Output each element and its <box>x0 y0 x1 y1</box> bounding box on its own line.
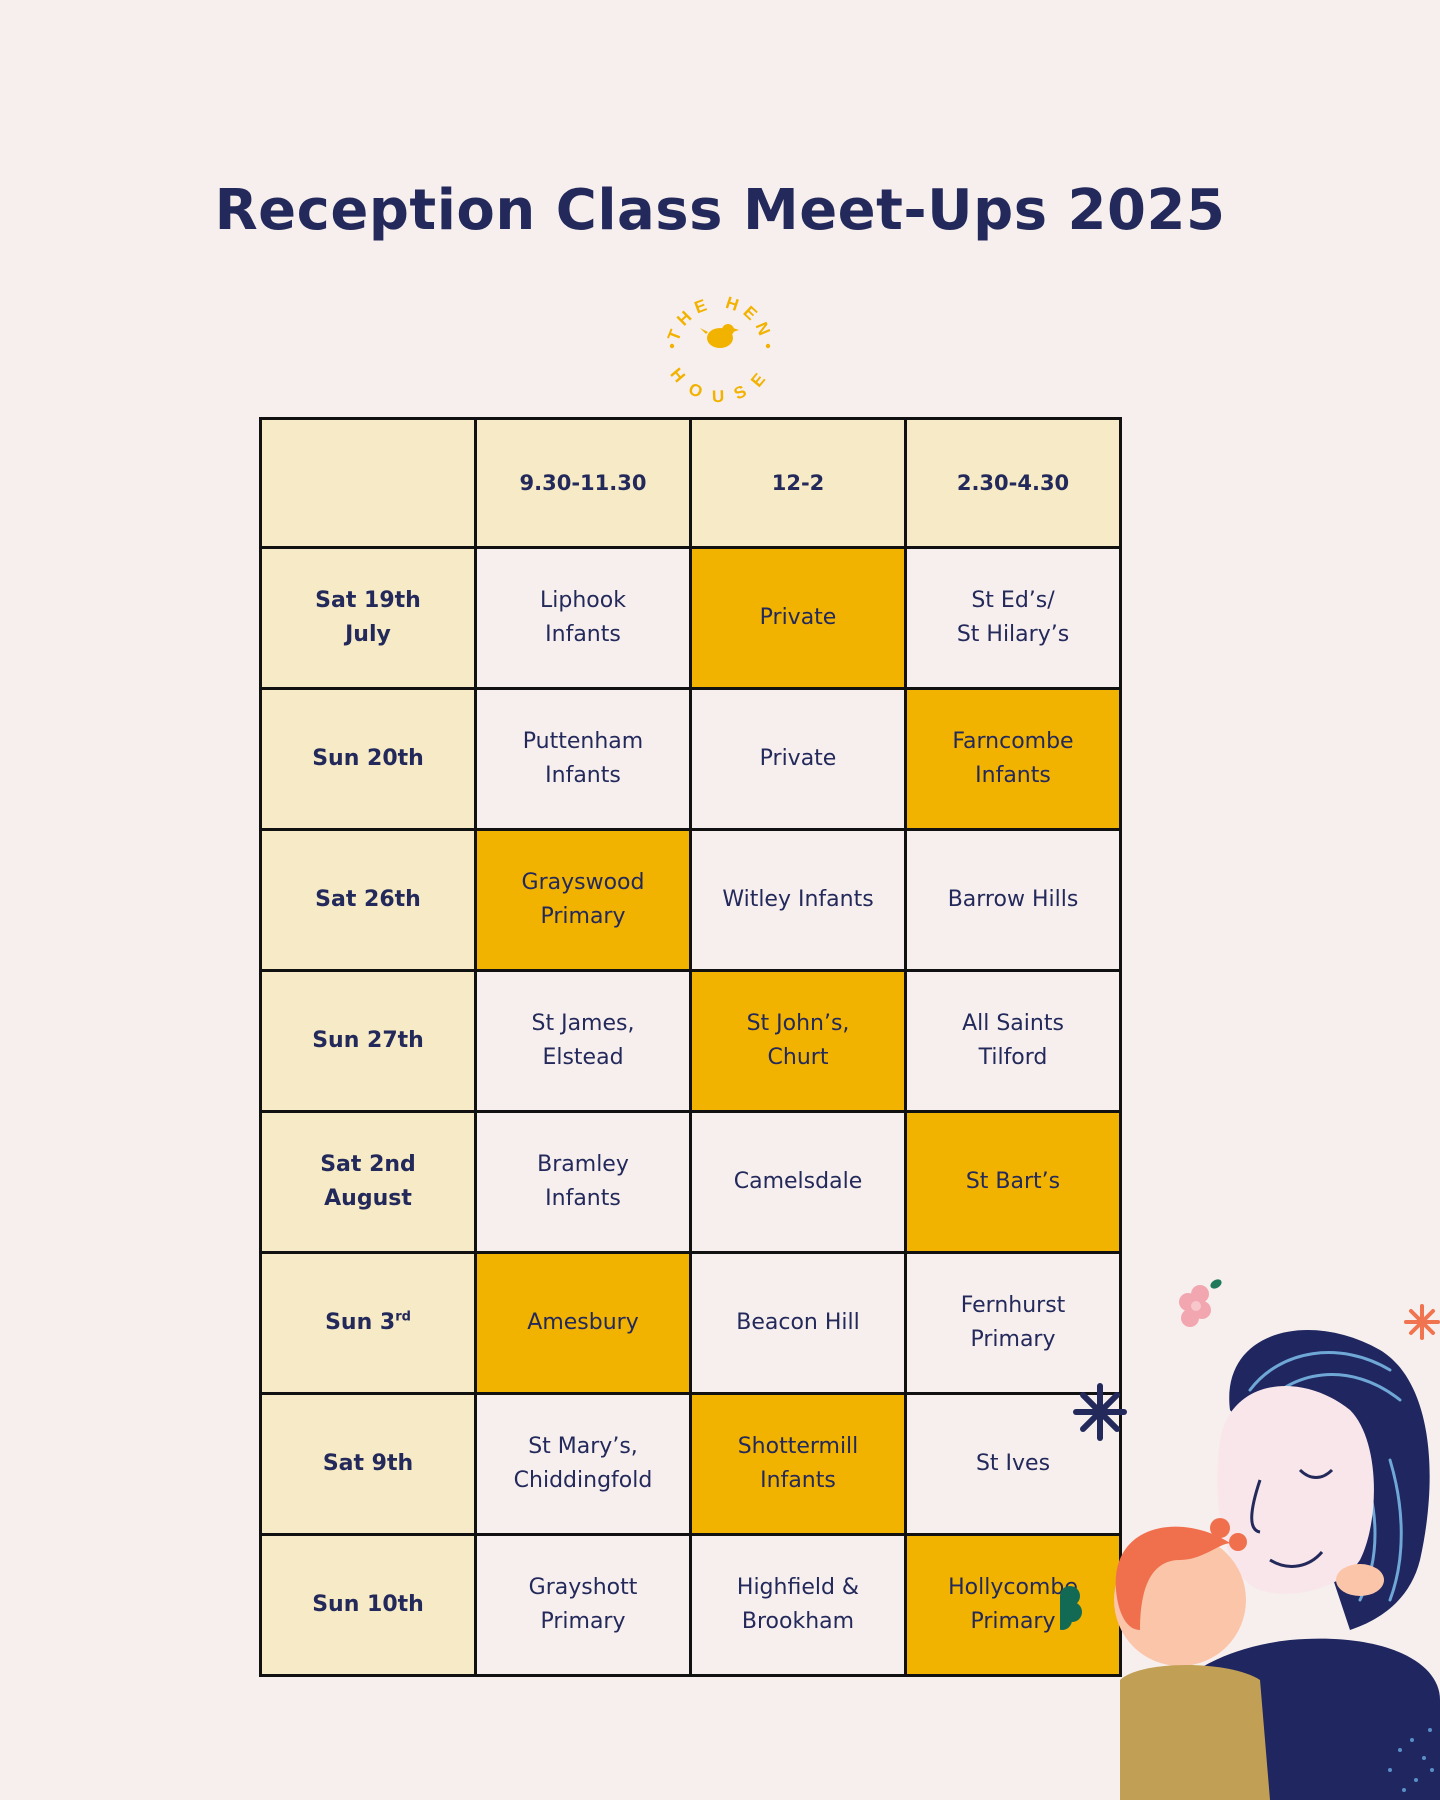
school-cell-highlighted: St Bart’s <box>904 1110 1122 1254</box>
date-cell: Sun 27th <box>259 969 477 1113</box>
school-name: Farncombe Infants <box>952 729 1074 788</box>
date-label: Sun 20th <box>312 746 424 771</box>
mother-and-child-illustration <box>1060 1260 1440 1800</box>
school-name: Private <box>759 605 837 630</box>
school-cell-highlighted: Shottermill Infants <box>689 1392 907 1536</box>
asterisk-icon <box>1404 1304 1440 1340</box>
logo-text-bottom: HOUSE <box>666 364 766 406</box>
date-cell: Sun 10th <box>259 1533 477 1677</box>
school-cell-highlighted: St John’s, Churt <box>689 969 907 1113</box>
school-cell: Grayshott Primary <box>474 1533 692 1677</box>
date-label: Sat 19th July <box>315 588 421 647</box>
date-suffix: rd <box>395 1309 411 1325</box>
table-row: Sat 26th Grayswood Primary Witley Infants B… <box>259 828 1122 972</box>
school-name: Amesbury <box>527 1310 639 1335</box>
corner-cell <box>259 417 477 549</box>
school-cell: Fernhurst Primary <box>904 1251 1122 1395</box>
school-cell: Barrow Hills <box>904 828 1122 972</box>
school-cell: Witley Infants <box>689 828 907 972</box>
date-cell: Sat 19th July <box>259 546 477 690</box>
table-row: Sun 10th Grayshott Primary Highfield & Bro… <box>259 1533 1122 1677</box>
date-label: Sun 27th <box>312 1028 424 1053</box>
header-row: 9.30-11.30 12-2 2.30-4.30 <box>259 417 1122 549</box>
school-name: St Mary’s, Chiddingfold <box>513 1434 653 1493</box>
table-row: Sat 9th St Mary’s, Chiddingfold Shottermil… <box>259 1392 1122 1536</box>
hen-house-logo: THE HEN HOUSE <box>656 280 784 408</box>
date-cell: Sun 3rd <box>259 1251 477 1395</box>
school-name: Private <box>759 746 837 771</box>
school-cell-highlighted: Grayswood Primary <box>474 828 692 972</box>
date-label: Sun 3 <box>325 1310 396 1335</box>
school-cell-highlighted: Amesbury <box>474 1251 692 1395</box>
school-cell: Liphook Infants <box>474 546 692 690</box>
table-row: Sun 20th Puttenham Infants Private Farncomb… <box>259 687 1122 831</box>
time-slot-header: 9.30-11.30 <box>474 417 692 549</box>
school-cell-highlighted: Hollycombe Primary <box>904 1533 1122 1677</box>
school-name: St Bart’s <box>965 1169 1061 1194</box>
asterisk-icon <box>1073 1383 1127 1441</box>
school-cell: Beacon Hill <box>689 1251 907 1395</box>
school-name: Hollycombe Primary <box>948 1575 1078 1634</box>
school-cell-highlighted: Farncombe Infants <box>904 687 1122 831</box>
date-label: Sat 9th <box>322 1451 414 1476</box>
school-name: Camelsdale <box>733 1169 863 1194</box>
school-name: Puttenham Infants <box>522 729 644 788</box>
school-cell: St James, Elstead <box>474 969 692 1113</box>
school-cell-highlighted: Private <box>689 546 907 690</box>
school-name: Barrow Hills <box>947 887 1079 912</box>
flower-icon <box>1179 1279 1222 1327</box>
date-label: Sun 10th <box>312 1592 424 1617</box>
school-cell: All Saints Tilford <box>904 969 1122 1113</box>
hen-icon <box>700 324 739 348</box>
date-cell: Sun 20th <box>259 687 477 831</box>
school-cell: Private <box>689 687 907 831</box>
school-cell: Camelsdale <box>689 1110 907 1254</box>
school-cell: St Ed’s/ St Hilary’s <box>904 546 1122 690</box>
school-cell: St Mary’s, Chiddingfold <box>474 1392 692 1536</box>
school-name: St James, Elstead <box>531 1011 635 1070</box>
school-name: Witley Infants <box>722 887 874 912</box>
table-row: Sat 2nd August Bramley Infants Camelsdale S… <box>259 1110 1122 1254</box>
time-slot-header: 2.30-4.30 <box>904 417 1122 549</box>
school-name: Shottermill Infants <box>737 1434 859 1493</box>
school-name: Liphook Infants <box>540 588 626 647</box>
school-cell: St Ives <box>904 1392 1122 1536</box>
school-cell: Highfield & Brookham <box>689 1533 907 1677</box>
schedule-table: 9.30-11.30 12-2 2.30-4.30 Sat 19th July Liph… <box>259 417 1122 1677</box>
date-cell: Sat 26th <box>259 828 477 972</box>
time-slot-header: 12-2 <box>689 417 907 549</box>
school-name: Highfield & Brookham <box>736 1575 860 1634</box>
date-cell: Sat 2nd August <box>259 1110 477 1254</box>
school-name: Fernhurst Primary <box>960 1293 1066 1352</box>
school-name: St Ed’s/ St Hilary’s <box>956 588 1070 647</box>
table-row: Sat 19th July Liphook Infants Private St Ed… <box>259 546 1122 690</box>
school-name: Grayshott Primary <box>528 1575 638 1634</box>
school-cell: Puttenham Infants <box>474 687 692 831</box>
school-cell: Bramley Infants <box>474 1110 692 1254</box>
school-name: St Ives <box>975 1451 1051 1476</box>
school-name: All Saints Tilford <box>962 1011 1064 1070</box>
clover-icon <box>1060 1586 1082 1630</box>
date-label: Sat 26th <box>315 887 421 912</box>
table-row: Sun 3rd Amesbury Beacon Hill Fernhurst Prim… <box>259 1251 1122 1395</box>
school-name: Grayswood Primary <box>521 870 645 929</box>
school-name: Beacon Hill <box>736 1310 860 1335</box>
school-name: St John’s, Churt <box>746 1011 850 1070</box>
svg-text:HOUSE: HOUSE <box>666 364 773 406</box>
school-name: Bramley Infants <box>537 1152 629 1211</box>
table-row: Sun 27th St James, Elstead St John’s, Chur… <box>259 969 1122 1113</box>
date-label: Sat 2nd August <box>320 1152 416 1211</box>
date-cell: Sat 9th <box>259 1392 477 1536</box>
page-title: Reception Class Meet-Ups 2025 <box>214 178 1226 243</box>
